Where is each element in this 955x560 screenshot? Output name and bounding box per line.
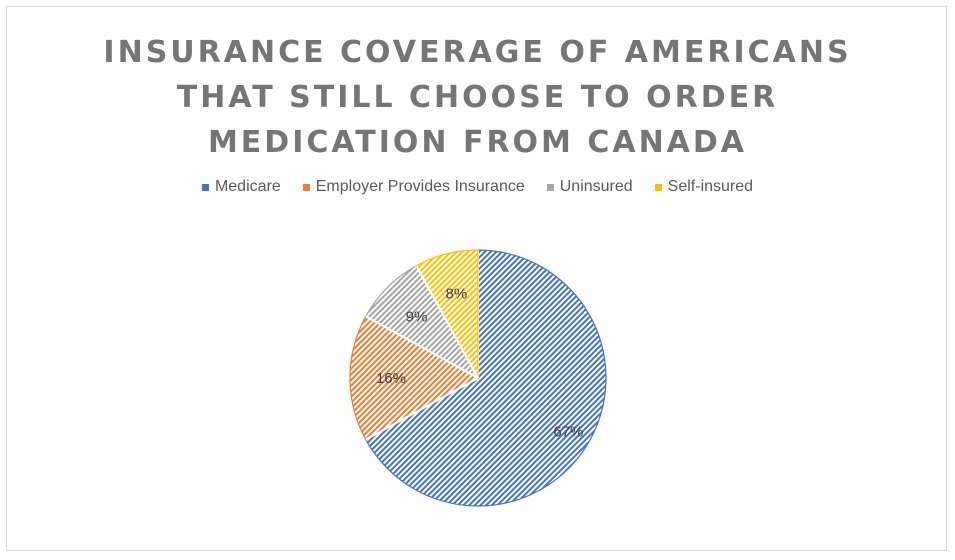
- legend-item-employer: Employer Provides Insurance: [302, 178, 525, 196]
- data-label-employer: 16%: [376, 370, 406, 387]
- legend-label-employer: Employer Provides Insurance: [315, 178, 525, 195]
- legend-label-uninsured: Uninsured: [559, 178, 633, 195]
- legend-item-self-insured: Self-insured: [654, 178, 754, 196]
- chart-legend: Medicare Employer Provides Insurance Uni…: [0, 178, 955, 196]
- legend-label-self-insured: Self-insured: [667, 178, 754, 195]
- legend-item-uninsured: Uninsured: [546, 178, 633, 196]
- pie-slice-separator: [415, 265, 479, 379]
- legend-swatch-medicare: [201, 183, 209, 191]
- legend-swatch-self-insured: [654, 183, 662, 191]
- pie-slice-medicare: [365, 249, 607, 507]
- pie-slice-employer: [349, 315, 480, 441]
- legend-swatch-uninsured: [546, 183, 554, 191]
- legend-label-medicare: Medicare: [214, 178, 281, 195]
- chart-title-line-3: MEDICATION FROM CANADA: [207, 125, 748, 160]
- legend-item-medicare: Medicare: [201, 178, 281, 196]
- legend-swatch-employer: [302, 183, 310, 191]
- pie-slice-separator: [365, 377, 479, 441]
- chart-title-line-2: THAT STILL CHOOSE TO ORDER: [176, 80, 779, 115]
- data-label-self-insured: 8%: [446, 286, 468, 303]
- data-label-medicare: 67%: [553, 423, 583, 440]
- pie-slice-separator: [365, 315, 479, 379]
- chart-title-line-1: INSURANCE COVERAGE OF AMERICANS: [103, 35, 852, 70]
- chart-title: INSURANCE COVERAGE OF AMERICANS THAT STI…: [0, 30, 955, 165]
- data-label-uninsured: 9%: [406, 308, 428, 325]
